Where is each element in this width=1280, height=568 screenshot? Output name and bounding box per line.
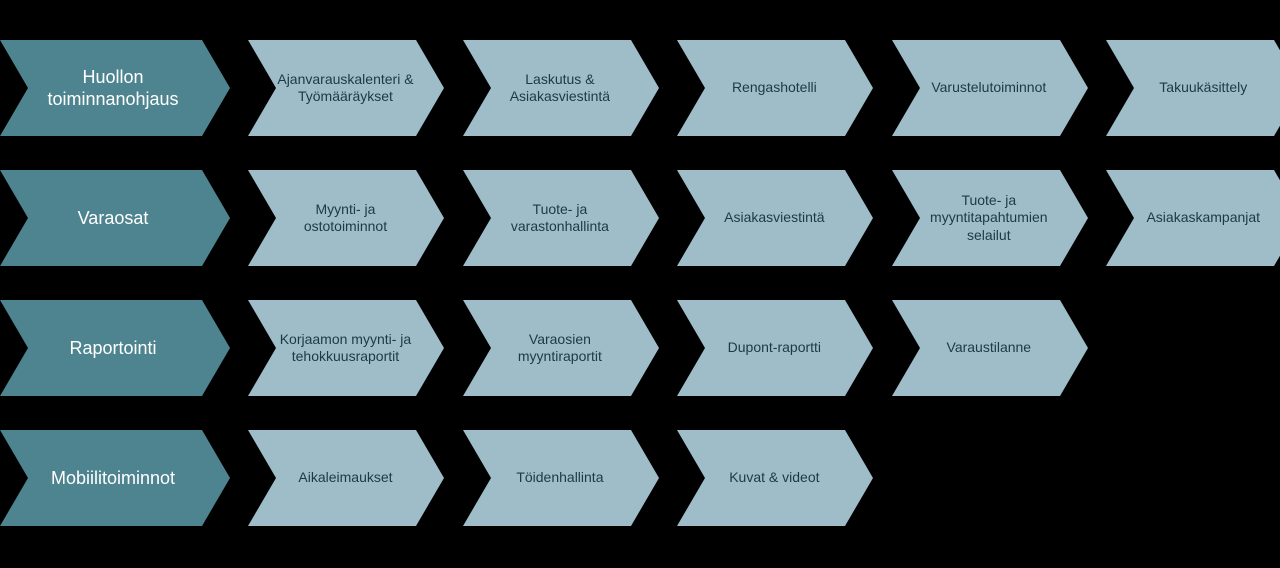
row-header-varaosat: Varaosat [0,170,230,266]
row-item-label: Tuote- ja varastonhallinta [491,170,629,266]
row-item-label: Töidenhallinta [491,430,629,526]
row-item-label: Laskutus & Asiakasviestintä [491,40,629,136]
row-item-label: Kuvat & videot [705,430,843,526]
row-item-label: Myynti- ja ostotoiminnot [276,170,414,266]
row-item-label: Korjaamon myynti- ja tehokkuusraportit [276,300,414,396]
row-header-mobiili: Mobiilitoiminnot [0,430,230,526]
row-item-label: Asiakaskampanjat [1134,170,1272,266]
row-item: Aikaleimaukset [248,430,444,526]
row-item-label: Dupont-raportti [705,300,843,396]
row-item: Varaosien myyntiraportit [463,300,659,396]
row-mobiili: Mobiilitoiminnot Aikaleimaukset Töidenha… [0,430,1280,526]
row-item: Töidenhallinta [463,430,659,526]
row-item-label: Tuote- ja myyntitapahtumien selailut [920,170,1058,266]
row-header-raportointi: Raportointi [0,300,230,396]
row-item-label: Varaustilanne [920,300,1058,396]
row-header-huollon: Huollon toiminnanohjaus [0,40,230,136]
row-item: Myynti- ja ostotoiminnot [248,170,444,266]
row-header-label: Mobiilitoiminnot [30,430,196,526]
row-item: Takuukäsittely [1106,40,1280,136]
row-header-label: Huollon toiminnanohjaus [30,40,196,136]
row-item-label: Aikaleimaukset [276,430,414,526]
row-item-label: Varaosien myyntiraportit [491,300,629,396]
row-item: Asiakasviestintä [677,170,873,266]
row-item-label: Rengashotelli [705,40,843,136]
row-item-label: Varustelutoiminnot [920,40,1058,136]
row-item: Tuote- ja myyntitapahtumien selailut [892,170,1088,266]
row-varaosat: Varaosat Myynti- ja ostotoiminnot Tuote-… [0,170,1280,266]
row-item: Rengashotelli [677,40,873,136]
diagram-canvas: Huollon toiminnanohjaus Ajanvarauskalent… [0,0,1280,568]
row-item-label: Ajanvarauskalenteri & Työmääräykset [276,40,414,136]
row-item: Ajanvarauskalenteri & Työmääräykset [248,40,444,136]
row-item: Korjaamon myynti- ja tehokkuusraportit [248,300,444,396]
row-item: Varaustilanne [892,300,1088,396]
row-item: Kuvat & videot [677,430,873,526]
row-item: Tuote- ja varastonhallinta [463,170,659,266]
row-header-label: Raportointi [30,300,196,396]
row-item-label: Takuukäsittely [1134,40,1272,136]
row-item: Varustelutoiminnot [892,40,1088,136]
row-item-label: Asiakasviestintä [705,170,843,266]
row-raportointi: Raportointi Korjaamon myynti- ja tehokku… [0,300,1280,396]
row-huollon: Huollon toiminnanohjaus Ajanvarauskalent… [0,40,1280,136]
row-header-label: Varaosat [30,170,196,266]
row-item: Asiakaskampanjat [1106,170,1280,266]
row-item: Dupont-raportti [677,300,873,396]
row-item: Laskutus & Asiakasviestintä [463,40,659,136]
